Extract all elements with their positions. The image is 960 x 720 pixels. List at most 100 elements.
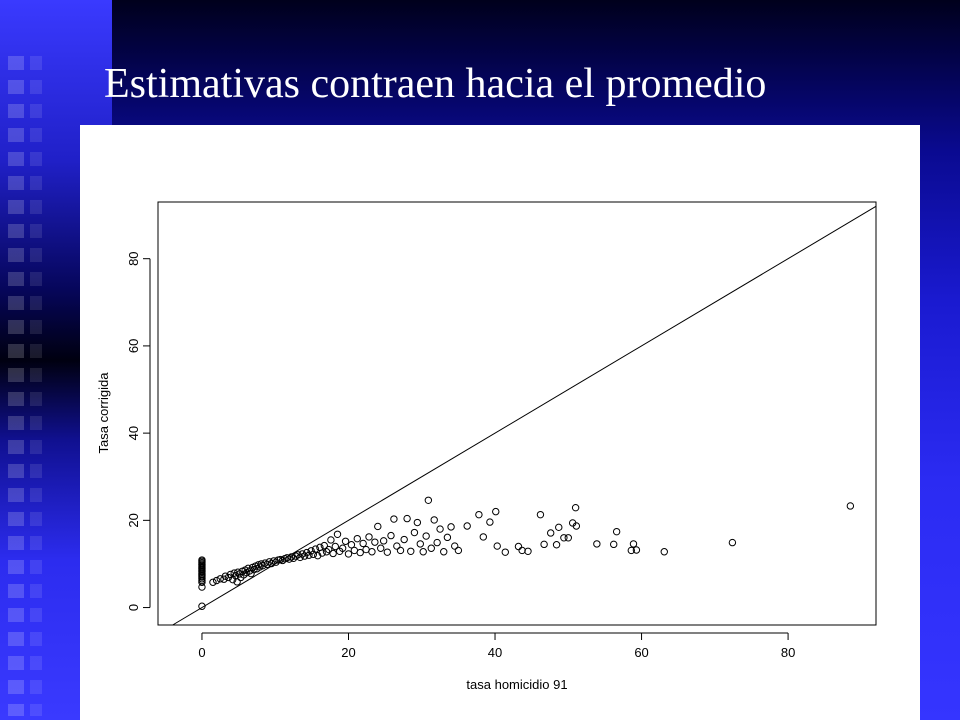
data-point	[518, 546, 526, 555]
x-tick-label: 40	[488, 645, 502, 660]
plot-frame	[157, 201, 877, 626]
data-point	[660, 548, 668, 556]
data-point	[430, 516, 438, 524]
data-point	[492, 507, 500, 516]
y-tick-label: 80	[126, 251, 141, 265]
data-point	[209, 578, 217, 586]
data-point	[427, 544, 435, 552]
data-point	[341, 537, 350, 545]
data-point	[552, 541, 561, 549]
data-point	[440, 548, 448, 556]
data-point	[436, 525, 444, 533]
data-point	[514, 542, 523, 551]
data-point	[433, 538, 441, 547]
data-point	[333, 530, 342, 538]
data-point	[254, 561, 263, 569]
data-point	[305, 551, 313, 559]
data-point	[846, 502, 855, 510]
data-point	[233, 578, 241, 586]
data-point	[400, 535, 408, 544]
y-tick-label: 0	[126, 604, 141, 611]
data-point	[447, 523, 455, 531]
data-point	[555, 523, 563, 532]
data-point	[353, 534, 361, 543]
data-point	[390, 515, 398, 523]
data-point	[479, 533, 487, 541]
y-tick-label: 40	[126, 426, 141, 440]
data-point	[379, 537, 388, 545]
data-point	[318, 549, 326, 557]
data-point	[257, 560, 266, 568]
data-point	[540, 540, 548, 549]
data-point	[407, 547, 415, 556]
data-point	[475, 510, 483, 519]
data-point	[374, 522, 382, 531]
chart-panel: 0 20 40 60 80 0 20 40 60 80 tasa homicidio 91 Ta…	[80, 125, 920, 720]
data-point	[396, 546, 405, 555]
data-point	[593, 540, 601, 548]
data-point	[728, 538, 737, 547]
data-point	[560, 534, 568, 542]
data-point	[338, 544, 347, 552]
data-point	[443, 533, 452, 542]
data-point	[547, 529, 555, 537]
data-point	[383, 548, 392, 556]
data-point	[347, 541, 356, 549]
data-point	[371, 538, 379, 546]
data-point	[486, 518, 494, 526]
data-point	[413, 518, 422, 527]
data-point	[403, 514, 411, 523]
data-point	[572, 522, 581, 530]
data-point	[327, 536, 335, 544]
data-point	[329, 549, 337, 558]
data-point	[564, 534, 572, 542]
data-point	[524, 547, 532, 556]
data-point	[325, 545, 333, 554]
data-point	[311, 545, 320, 553]
data-point	[627, 546, 635, 555]
data-point	[419, 548, 427, 556]
x-tick-label: 20	[341, 645, 355, 660]
data-point	[610, 540, 618, 549]
data-point	[198, 556, 206, 564]
data-point	[629, 540, 638, 548]
data-point	[410, 528, 419, 537]
data-point	[536, 510, 545, 519]
data-point	[250, 565, 258, 574]
data-point	[322, 548, 331, 556]
x-axis: 0 20 40 60 80	[198, 632, 795, 660]
data-point	[212, 576, 221, 585]
x-axis-title: tasa homicidio 91	[466, 677, 567, 692]
data-point	[422, 532, 430, 540]
data-point	[344, 550, 353, 558]
data-point	[424, 496, 433, 504]
data-point	[454, 546, 463, 555]
reference-line-layer	[172, 205, 877, 626]
x-tick-label: 0	[198, 645, 205, 660]
y-axis: 0 20 40 60 80	[126, 251, 151, 611]
data-point	[451, 542, 459, 550]
data-point	[198, 602, 206, 610]
data-point	[377, 544, 385, 552]
identity-line	[172, 205, 877, 626]
data-point	[285, 555, 293, 563]
data-point	[493, 542, 501, 550]
data-point	[359, 539, 367, 548]
points-layer	[198, 496, 855, 610]
data-point	[393, 542, 401, 550]
decorative-squares	[8, 56, 24, 716]
data-point	[331, 542, 340, 551]
data-point	[463, 522, 471, 530]
scatter-chart: 0 20 40 60 80 0 20 40 60 80 tasa homicidio 91 Ta…	[96, 201, 877, 692]
data-point	[365, 533, 373, 541]
data-point	[387, 531, 395, 540]
x-tick-label: 80	[781, 645, 795, 660]
y-tick-label: 60	[126, 339, 141, 353]
data-point	[416, 540, 424, 548]
data-point	[368, 548, 376, 556]
data-point	[356, 548, 364, 557]
data-point	[612, 527, 621, 536]
decorative-squares-secondary	[30, 56, 42, 716]
x-tick-label: 60	[634, 645, 648, 660]
slide-title: Estimativas contraen hacia el promedio	[104, 61, 767, 107]
